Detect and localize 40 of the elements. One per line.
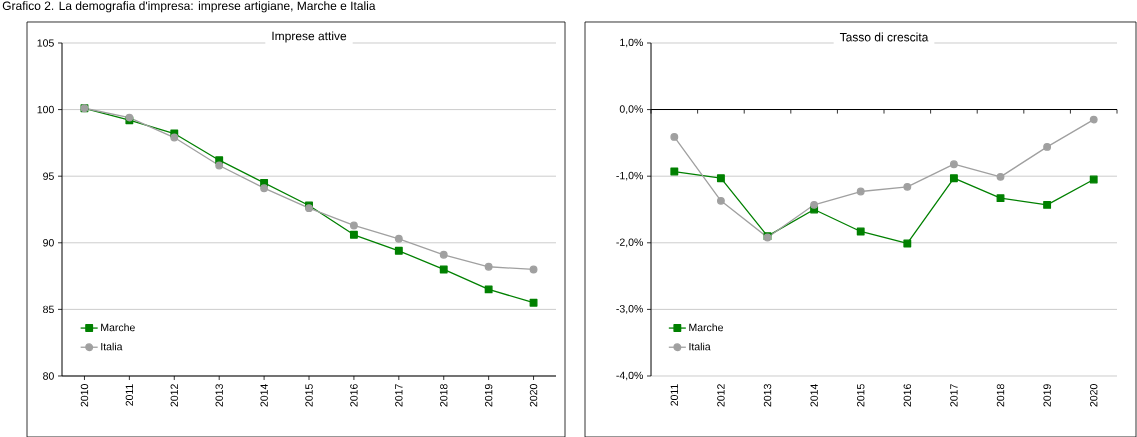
x-tick-label: 2015 (305, 383, 313, 407)
x-tick-label: 2017 (395, 384, 403, 407)
x-tick-label: 2012 (717, 384, 725, 407)
x-tick-label: 2010 (80, 383, 89, 407)
y-tick-label: 100 (37, 105, 54, 114)
y-tick-label: 90 (43, 238, 54, 247)
y-tick-label: -3,0% (616, 304, 643, 314)
legend-label: Marche (101, 323, 135, 332)
legend-label: Italia (689, 342, 711, 351)
y-tick-label: 85 (43, 305, 54, 313)
x-tick-label: 2019 (1043, 384, 1051, 407)
x-tick-label: 2014 (260, 383, 268, 407)
x-tick-label: 2016 (350, 383, 358, 407)
x-tick-label: 2013 (763, 383, 772, 407)
legend-label: Italia (101, 342, 123, 351)
y-tick-label: 80 (43, 372, 54, 380)
x-tick-label: 2017 (950, 384, 958, 407)
chart-title: Imprese attive (272, 31, 347, 43)
y-tick-label: -4,0% (616, 371, 643, 381)
x-tick-label: 2015 (857, 383, 865, 407)
y-tick-label: 1,0% (620, 38, 643, 48)
text: Grafico 2. La demografia d'impresa: imprese artigiane, Marche e Italia (2, 0, 376, 13)
y-tick-label: -2,0% (616, 238, 643, 247)
x-tick-label: 2018 (996, 383, 1005, 407)
x-tick-label: 2014 (810, 383, 818, 407)
x-tick-label: 2011 (125, 384, 134, 406)
x-tick-label: 2019 (484, 384, 493, 407)
y-tick-label: 95 (43, 172, 54, 180)
x-tick-label: 2018 (440, 383, 448, 407)
x-tick-label: 2020 (1090, 383, 1098, 407)
x-tick-label: 2012 (170, 384, 178, 407)
x-tick-label: 2020 (529, 383, 538, 407)
chart-title: Tasso di crescita (839, 32, 929, 42)
y-tick-label: -1,0% (616, 171, 643, 181)
x-tick-label: 2013 (215, 383, 223, 407)
y-tick-label: 105 (37, 39, 54, 47)
x-tick-label: 2016 (903, 383, 912, 407)
legend-label: Marche (689, 323, 724, 332)
x-tick-label: 2011 (670, 384, 679, 406)
y-tick-label: 0,0% (619, 105, 643, 114)
